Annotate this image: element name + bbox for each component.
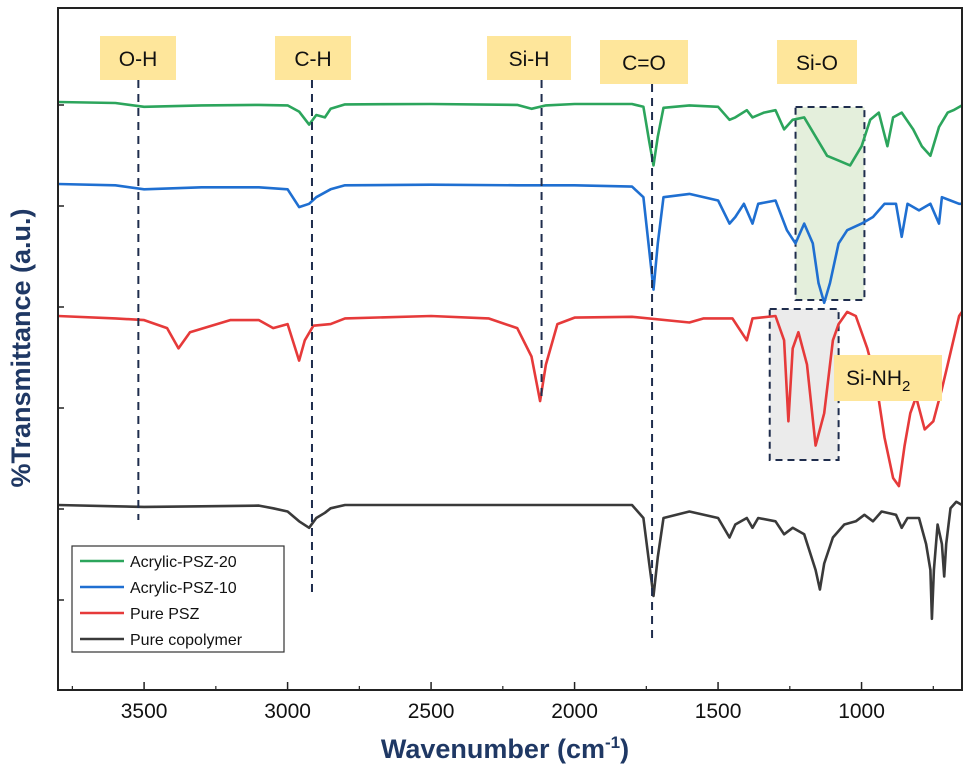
- series-line-acrylic-psz-10: [57, 182, 962, 305]
- svg-text:O-H: O-H: [119, 48, 158, 71]
- legend-entry-acrylic-psz-20: Acrylic-PSZ-20: [80, 554, 237, 571]
- svg-text:Acrylic-PSZ-10: Acrylic-PSZ-10: [130, 580, 237, 597]
- svg-text:Si-NH2: Si-NH2: [846, 367, 910, 395]
- svg-text:Acrylic-PSZ-20: Acrylic-PSZ-20: [130, 554, 237, 571]
- x-tick-label-1500: 1500: [695, 700, 742, 723]
- band-label-co: C=O: [600, 40, 688, 84]
- svg-text:Pure PSZ: Pure PSZ: [130, 606, 200, 623]
- x-tick-label-3500: 3500: [121, 700, 168, 723]
- legend-entry-acrylic-psz-10: Acrylic-PSZ-10: [80, 580, 237, 597]
- band-label-ch: C-H: [275, 36, 351, 80]
- x-axis-ticks: 3500 3000 2500 2000 1500 1000: [71, 682, 934, 723]
- legend-frame: [71, 545, 285, 653]
- svg-text:Pure copolymer: Pure copolymer: [130, 632, 243, 649]
- svg-text:C-H: C-H: [294, 48, 331, 71]
- plot-frame: [57, 7, 963, 691]
- y-axis-title: %Transmittance (a.u.): [6, 208, 36, 487]
- band-marker-lines: [137, 80, 654, 642]
- si-o-highlight-region: [794, 106, 866, 301]
- band-label-oh: O-H: [100, 36, 176, 80]
- svg-text:Si-H: Si-H: [509, 48, 550, 71]
- x-axis-title: Wavenumber (cm-1): [381, 733, 629, 764]
- x-tick-label-1000: 1000: [838, 700, 885, 723]
- y-axis-ticks: [58, 104, 64, 601]
- x-tick-label-3000: 3000: [264, 700, 311, 723]
- x-tick-label-2500: 2500: [408, 700, 455, 723]
- legend-entry-pure-copolymer: Pure copolymer: [80, 632, 243, 649]
- series-line-pure-copolymer: [57, 500, 963, 621]
- band-label-sio: Si-O: [777, 40, 857, 84]
- series-line-acrylic-psz-20: [57, 100, 963, 167]
- band-label-sih: Si-H: [487, 36, 571, 80]
- svg-text:Si-O: Si-O: [796, 52, 838, 75]
- series-line-pure-psz: [57, 310, 964, 488]
- series-layer: [57, 100, 964, 621]
- legend-entry-pure-psz: Pure PSZ: [80, 606, 200, 623]
- svg-text:C=O: C=O: [622, 52, 666, 75]
- legend: Acrylic-PSZ-20 Acrylic-PSZ-10 Pure PSZ P…: [71, 545, 285, 653]
- x-tick-label-2000: 2000: [551, 700, 598, 723]
- band-label-sinh2: Si-NH2: [834, 355, 942, 401]
